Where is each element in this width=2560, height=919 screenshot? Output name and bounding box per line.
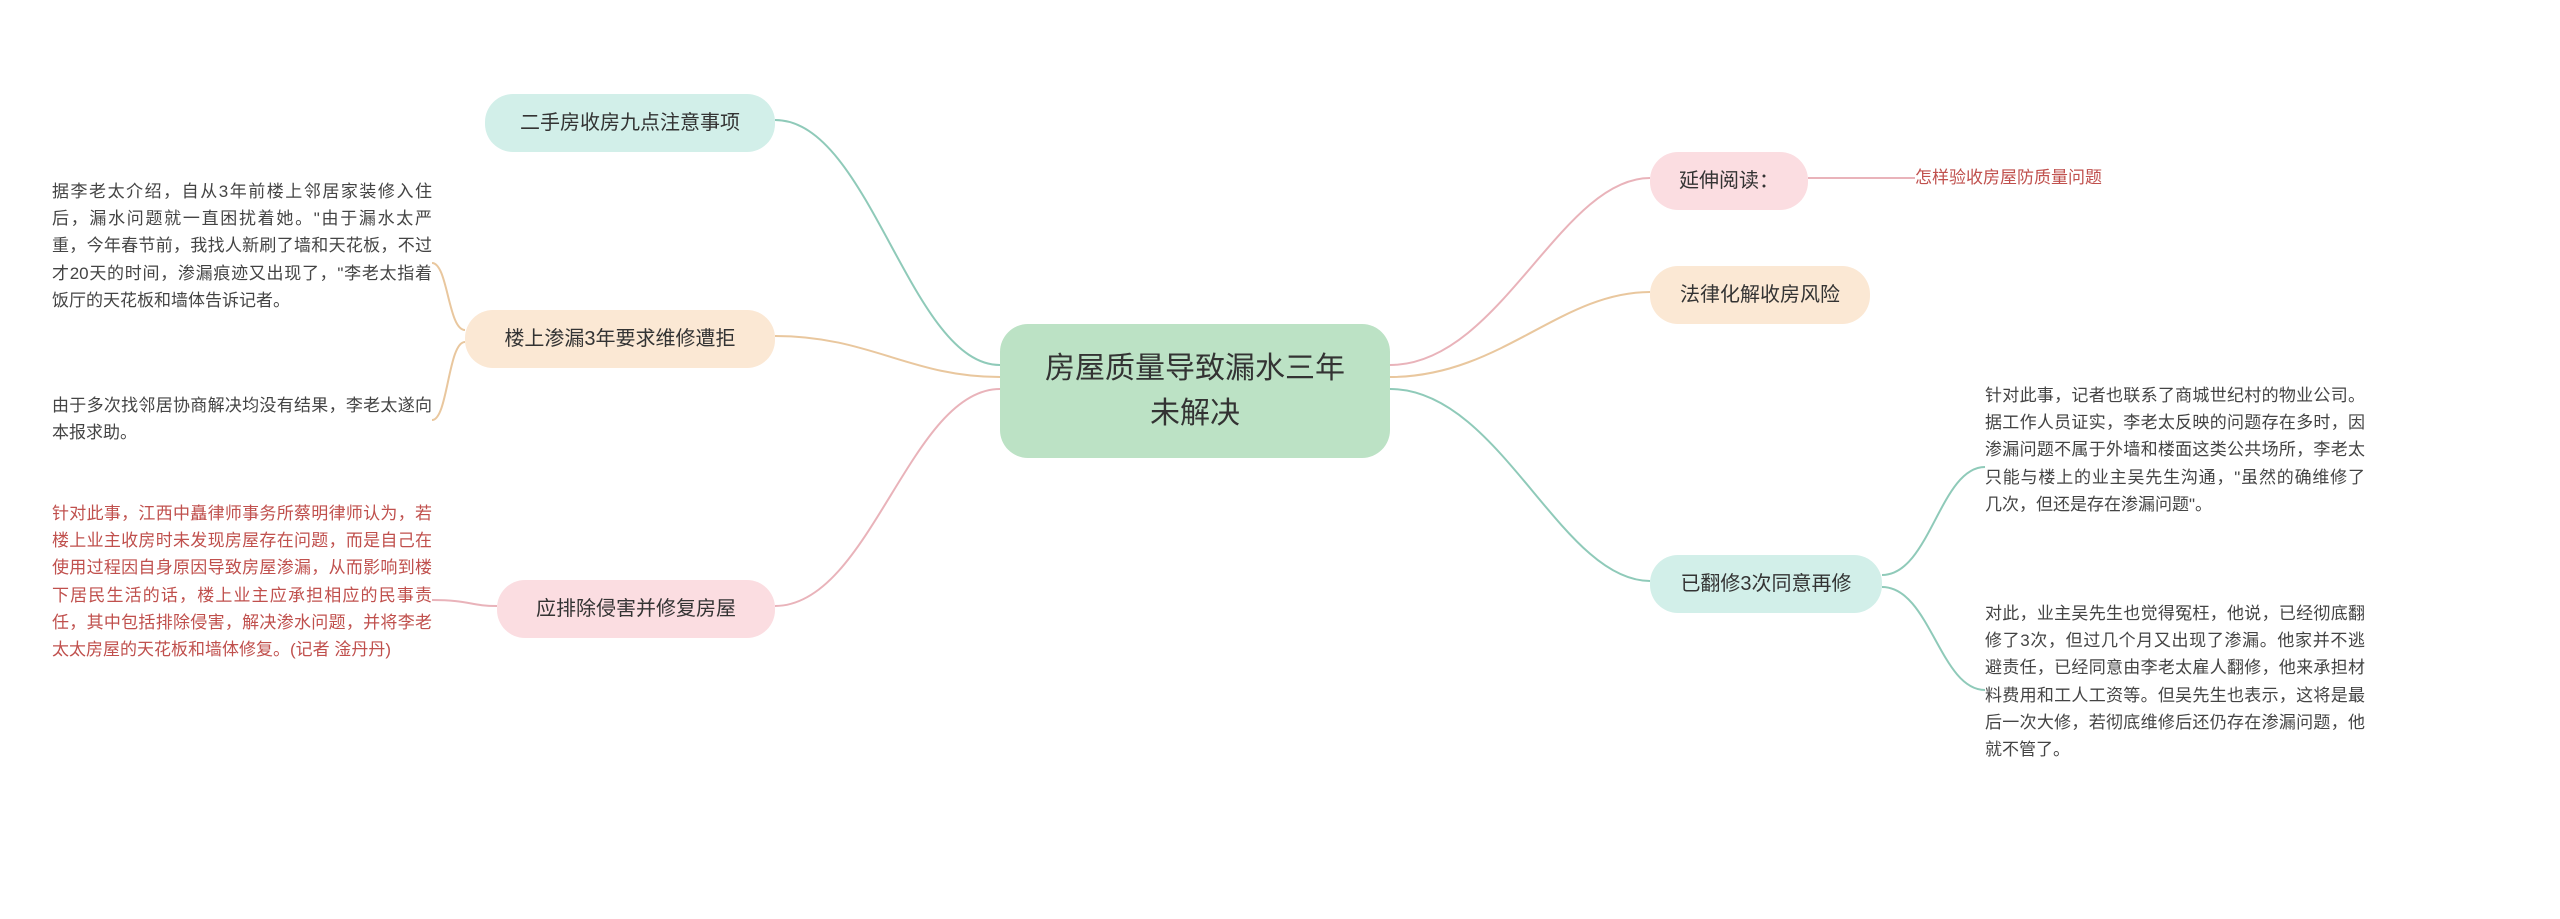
branch-b4[interactable]: 延伸阅读： [1650,152,1808,210]
branch-b2[interactable]: 楼上渗漏3年要求维修遭拒 [465,310,775,368]
leaf-l6a: 针对此事，记者也联系了商城世纪村的物业公司。据工作人员证实，李老太反映的问题存在… [1985,382,2365,552]
branch-b1[interactable]: 二手房收房九点注意事项 [485,94,775,152]
branch-b5[interactable]: 法律化解收房风险 [1650,266,1870,324]
leaf-l2b: 由于多次找邻居协商解决均没有结果，李老太遂向本报求助。 [52,392,432,448]
center-node[interactable]: 房屋质量导致漏水三年未解决 [1000,324,1390,458]
leaf-l2a: 据李老太介绍，自从3年前楼上邻居家装修入住后，漏水问题就一直困扰着她。"由于漏水… [52,178,432,348]
leaf-l6b: 对此，业主吴先生也觉得冤枉，他说，已经彻底翻修了3次，但过几个月又出现了渗漏。他… [1985,600,2365,780]
leaf-l4: 怎样验收房屋防质量问题 [1915,164,2145,192]
leaf-l3: 针对此事，江西中矗律师事务所蔡明律师认为，若楼上业主收房时未发现房屋存在问题，而… [52,500,432,710]
branch-b3[interactable]: 应排除侵害并修复房屋 [497,580,775,638]
branch-b6[interactable]: 已翻修3次同意再修 [1650,555,1882,613]
